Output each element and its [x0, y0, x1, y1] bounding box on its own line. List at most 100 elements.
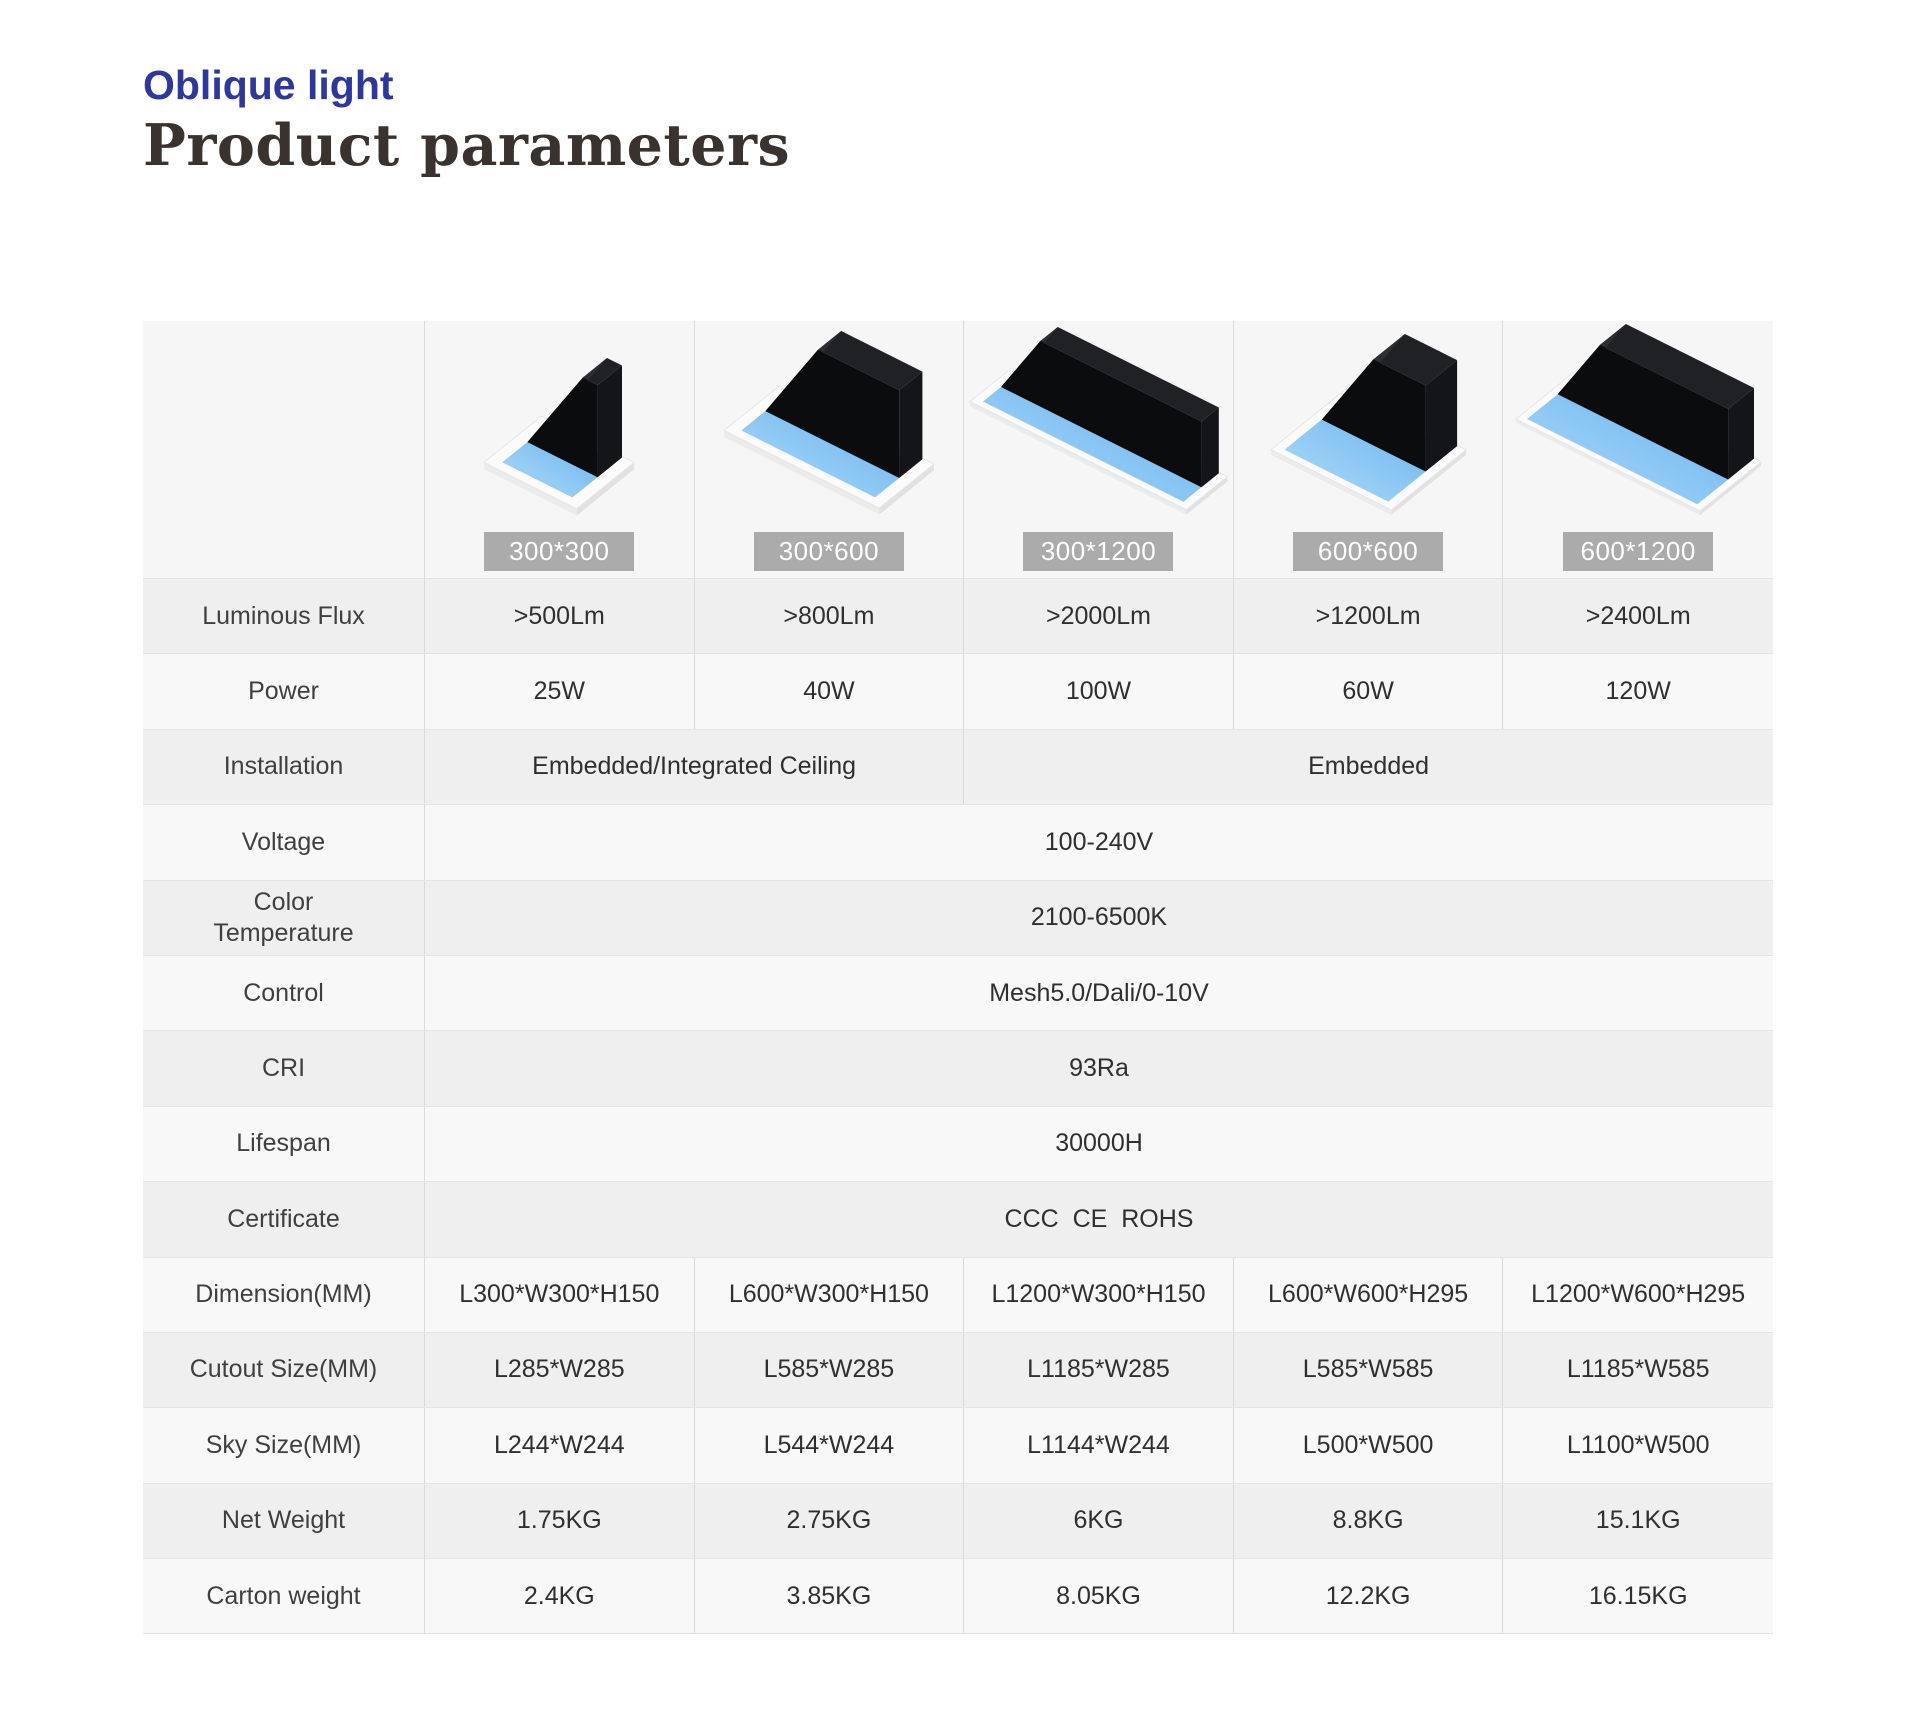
spec-value: 16.15KG	[1588, 1581, 1688, 1610]
row-label-cell: Carton weight	[143, 1559, 425, 1634]
row-label: Sky Size(MM)	[205, 1430, 362, 1459]
row-label-cell: CRI	[143, 1031, 425, 1106]
spec-value: L244*W244	[493, 1430, 625, 1459]
spec-value-cell: >500Lm	[425, 579, 695, 654]
row-label-cell: Net Weight	[143, 1483, 425, 1559]
product-image	[1514, 324, 1762, 516]
spec-value: L585*W285	[763, 1355, 895, 1384]
spec-value-cell: Mesh5.0/Dali/0-10V	[425, 956, 1773, 1030]
spec-value: >800Lm	[783, 601, 875, 630]
row-label-cell: Lifespan	[143, 1106, 425, 1182]
spec-value-cell: >800Lm	[695, 579, 965, 654]
spec-value-cell: >2000Lm	[964, 579, 1234, 654]
spec-row: Luminous Flux >500Lm >800Lm >2000Lm >1200Lm >…	[143, 578, 1773, 654]
row-label: Control	[243, 978, 324, 1007]
product-line-label: Oblique light	[143, 62, 394, 108]
row-label: Voltage	[241, 827, 326, 856]
spec-value-cell: L1185*W285	[964, 1332, 1234, 1408]
spec-value: 8.05KG	[1056, 1581, 1141, 1610]
spec-value: >500Lm	[513, 601, 605, 630]
spec-value: 30000H	[1055, 1129, 1143, 1158]
spec-value: 8.8KG	[1332, 1506, 1404, 1535]
spec-value-cell: L1100*W500	[1503, 1408, 1773, 1482]
row-label-cell: Installation	[143, 729, 425, 805]
spec-value-cell: 12.2KG	[1234, 1559, 1504, 1634]
spec-value: L300*W300*H150	[459, 1280, 660, 1309]
row-label: Dimension(MM)	[195, 1280, 372, 1309]
spec-row: Cutout Size(MM) L285*W285 L585*W285 L1185*W…	[143, 1331, 1773, 1408]
spec-value-cell: 8.8KG	[1234, 1483, 1504, 1559]
product-cell: 300*1200	[964, 321, 1234, 589]
row-label: Carton weight	[206, 1581, 361, 1610]
product-cell: 300*300	[425, 321, 695, 589]
spec-value-cell: L1144*W244	[964, 1408, 1234, 1483]
image-row-spacer	[143, 321, 425, 589]
row-label: Lifespan	[236, 1129, 331, 1158]
spec-value-cell: 15.1KG	[1503, 1484, 1773, 1558]
spec-value-cell: L500*W500	[1234, 1408, 1504, 1483]
spec-value: 1.75KG	[516, 1506, 602, 1535]
spec-value: Embedded	[1308, 752, 1430, 781]
spec-row: Sky Size(MM) L244*W244 L544*W244 L1144*W244…	[143, 1407, 1773, 1483]
spec-value-cell: >2400Lm	[1503, 579, 1773, 653]
product-image	[969, 327, 1229, 515]
spec-value-cell: 16.15KG	[1503, 1559, 1773, 1633]
row-label: CRI	[261, 1053, 306, 1082]
row-label-cell: Color Temperature	[143, 880, 425, 955]
spec-value-cell: 3.85KG	[695, 1559, 965, 1634]
spec-value-cell: 30000H	[425, 1107, 1773, 1181]
spec-value-cell: 100-240V	[425, 805, 1773, 879]
row-label: Power	[248, 676, 319, 705]
spec-value-cell: 2.75KG	[695, 1483, 965, 1559]
row-label-cell: Voltage	[143, 805, 425, 880]
spec-value-cell: 6KG	[964, 1483, 1234, 1559]
spec-value-cell: L600*W300*H150	[695, 1257, 965, 1332]
product-image	[722, 331, 935, 515]
spec-value: L285*W285	[493, 1355, 625, 1384]
spec-value-cell: 40W	[695, 654, 965, 729]
spec-value: L1144*W244	[1027, 1430, 1170, 1459]
spec-row: Carton weight 2.4KG 3.85KG 8.05KG 12.2KG 16.1…	[143, 1558, 1773, 1634]
spec-value-cell: L1200*W300*H150	[964, 1257, 1234, 1332]
spec-value: 3.85KG	[786, 1581, 872, 1610]
spec-value: L585*W585	[1302, 1355, 1434, 1384]
spec-value: 60W	[1342, 676, 1394, 705]
size-badge: 600*1200	[1563, 532, 1714, 571]
spec-value-cell: 25W	[425, 654, 695, 729]
spec-value: 12.2KG	[1325, 1581, 1411, 1610]
spec-value-cell: L585*W285	[695, 1332, 965, 1408]
size-badge: 300*1200	[1023, 532, 1174, 571]
size-badge: 300*300	[484, 532, 635, 571]
spec-value: L1100*W500	[1566, 1430, 1710, 1459]
row-label-cell: Dimension(MM)	[143, 1257, 425, 1332]
spec-value: L1185*W585	[1566, 1355, 1710, 1384]
spec-value-cell: 93Ra	[425, 1031, 1773, 1105]
product-cell: 300*600	[695, 321, 965, 589]
spec-value-cell: 100W	[964, 654, 1234, 729]
product-cell: 600*1200	[1503, 321, 1773, 589]
size-badge: 300*600	[753, 532, 904, 571]
row-label: Net Weight	[221, 1506, 346, 1535]
spec-value-cell: CCC CE ROHS	[425, 1182, 1773, 1256]
spec-value: 93Ra	[1069, 1053, 1129, 1082]
spec-value-cell: 2.4KG	[425, 1559, 695, 1634]
row-label-cell: Cutout Size(MM)	[143, 1332, 425, 1408]
spec-row: Control Mesh5.0/Dali/0-10V	[143, 954, 1773, 1031]
row-label-cell: Sky Size(MM)	[143, 1408, 425, 1483]
spec-value: 120W	[1605, 676, 1671, 705]
spec-value: Mesh5.0/Dali/0-10V	[989, 978, 1209, 1007]
product-cell: 600*600	[1234, 321, 1504, 589]
spec-value: L600*W300*H150	[728, 1280, 929, 1309]
spec-value: 2.4KG	[523, 1581, 595, 1610]
spec-row: Color Temperature 2100-6500K	[143, 879, 1773, 955]
spec-value: 2100-6500K	[1030, 903, 1168, 932]
row-label: Cutout Size(MM)	[189, 1355, 378, 1384]
spec-value-cell: 2100-6500K	[425, 881, 1773, 955]
spec-row: Voltage 100-240V	[143, 804, 1773, 880]
spec-value: CCC CE ROHS	[1004, 1204, 1194, 1233]
spec-value: 2.75KG	[786, 1506, 872, 1535]
spec-value: L544*W244	[763, 1430, 895, 1459]
row-label-cell: Luminous Flux	[143, 579, 425, 654]
spec-value-cell: L244*W244	[425, 1408, 695, 1483]
row-label: Certificate	[227, 1204, 340, 1233]
